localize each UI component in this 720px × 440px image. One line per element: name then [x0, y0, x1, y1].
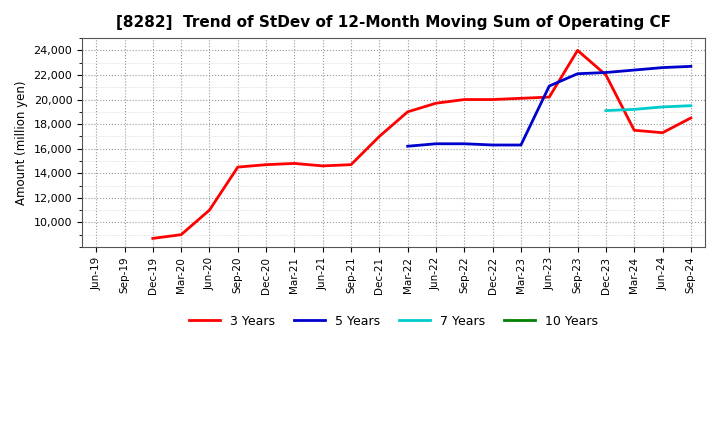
- Legend: 3 Years, 5 Years, 7 Years, 10 Years: 3 Years, 5 Years, 7 Years, 10 Years: [184, 310, 603, 333]
- Y-axis label: Amount (million yen): Amount (million yen): [15, 80, 28, 205]
- Title: [8282]  Trend of StDev of 12-Month Moving Sum of Operating CF: [8282] Trend of StDev of 12-Month Moving…: [116, 15, 671, 30]
